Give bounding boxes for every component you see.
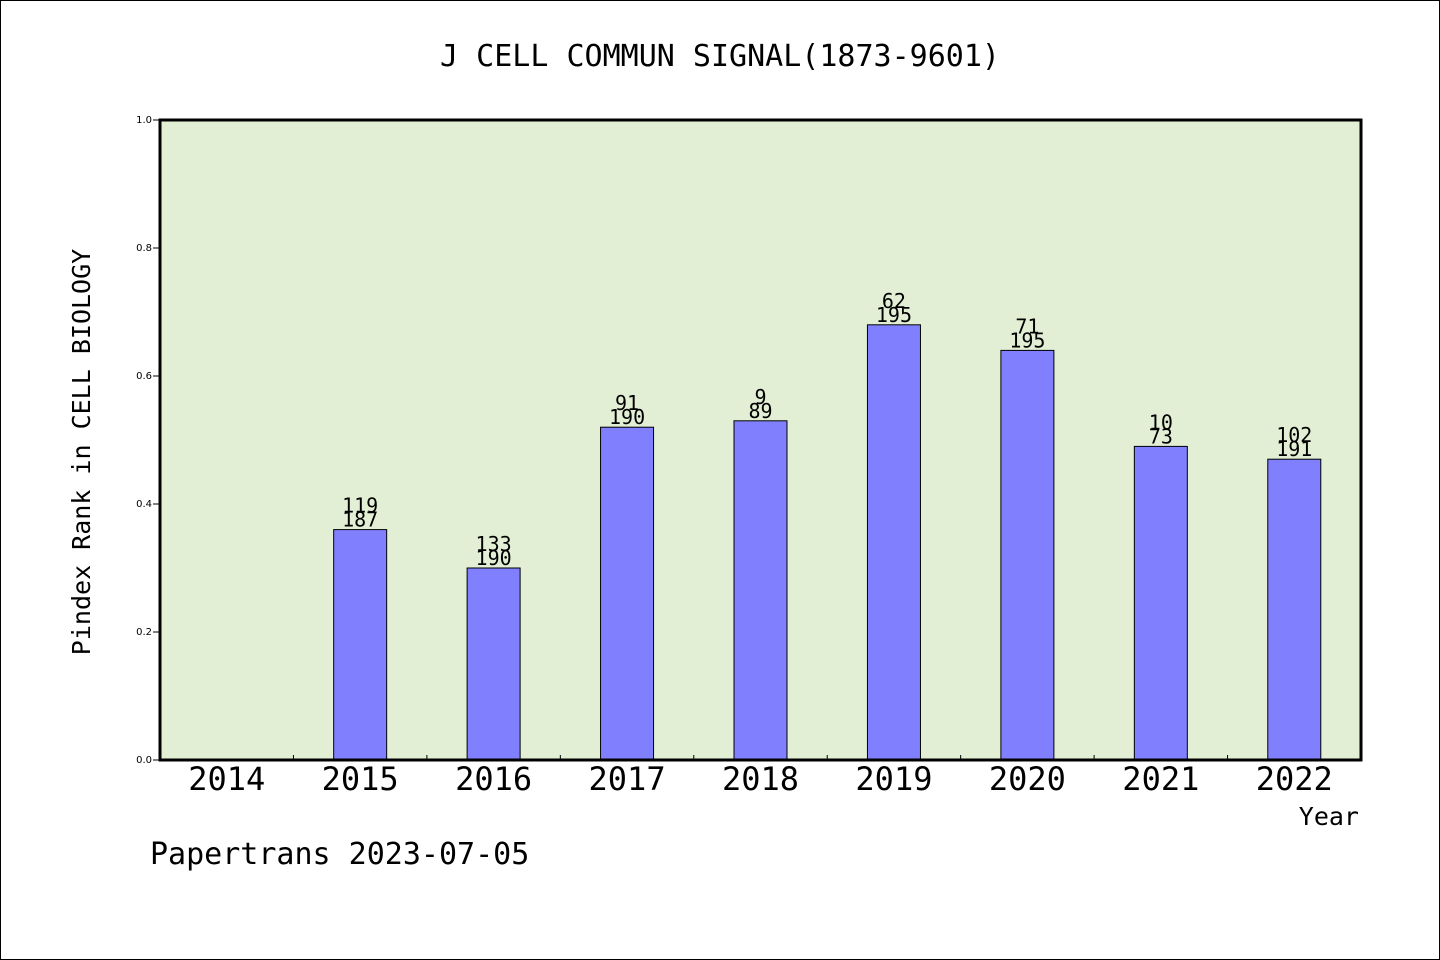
bar: [733, 420, 788, 761]
bar-rank-label: 102: [1276, 423, 1312, 447]
bar-total-label: 73: [1149, 424, 1173, 448]
bar-total-label: 191: [1276, 437, 1312, 461]
bar-rank-label: 9: [754, 385, 766, 409]
y-tick-label: 0.4: [136, 499, 152, 510]
x-tick-label: 2014: [188, 760, 265, 798]
y-axis-label: Pindex Rank in CELL BIOLOGY: [67, 249, 96, 655]
bar: [1133, 445, 1188, 761]
x-tick-label: 2021: [1122, 760, 1199, 798]
bar: [600, 426, 655, 761]
y-tick-label: 0.8: [136, 243, 152, 254]
bar-total-label: 89: [748, 399, 772, 423]
bar: [1000, 349, 1055, 761]
x-tick-label: 2017: [589, 760, 666, 798]
bar-rank-label: 119: [342, 494, 378, 518]
y-tick-label: 0.6: [136, 371, 152, 382]
footer-credit: Papertrans 2023-07-05: [150, 837, 529, 872]
bar-total-label: 190: [476, 546, 512, 570]
bar-total-label: 195: [1009, 328, 1045, 352]
x-tick-label: 2019: [855, 760, 932, 798]
x-axis-label: Year: [1299, 802, 1359, 831]
y-tick-label: 0.2: [136, 627, 152, 638]
bar: [333, 529, 388, 761]
bar-total-label: 187: [342, 508, 378, 532]
bar: [466, 567, 521, 761]
bar: [1267, 458, 1322, 761]
x-tick-label: 2020: [989, 760, 1066, 798]
plot-border: [158, 118, 1363, 762]
y-tick-label: 1.0: [136, 115, 152, 126]
bar-total-label: 190: [609, 405, 645, 429]
bar-total-label: 195: [876, 303, 912, 327]
x-tick-label: 2015: [322, 760, 399, 798]
bar-rank-label: 10: [1149, 410, 1173, 434]
chart-title: J CELL COMMUN SIGNAL(1873-9601): [440, 39, 1000, 74]
bar-rank-label: 71: [1015, 314, 1039, 338]
bar-rank-label: 62: [882, 289, 906, 313]
bar: [866, 324, 921, 761]
y-tick-label: 0.0: [136, 755, 152, 766]
x-tick-label: 2022: [1256, 760, 1333, 798]
x-tick-label: 2016: [455, 760, 532, 798]
bar-rank-label: 133: [476, 532, 512, 556]
x-axis: 2014 2015 2016 2017 2018 2019 2020 2021 2022: [188, 755, 1333, 798]
bar-rank-label: 91: [615, 391, 639, 415]
y-axis: 0.0 0.2 0.4 0.6 0.8 1.0: [136, 115, 160, 766]
x-tick-label: 2018: [722, 760, 799, 798]
